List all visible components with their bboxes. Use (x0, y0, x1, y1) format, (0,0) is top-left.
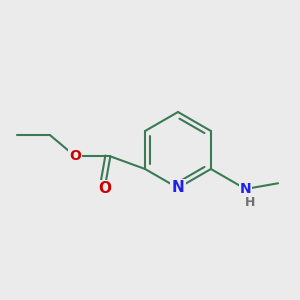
Text: O: O (69, 149, 81, 163)
Text: O: O (98, 181, 111, 196)
Text: N: N (172, 181, 184, 196)
Text: N: N (240, 182, 251, 196)
Text: H: H (245, 196, 256, 208)
